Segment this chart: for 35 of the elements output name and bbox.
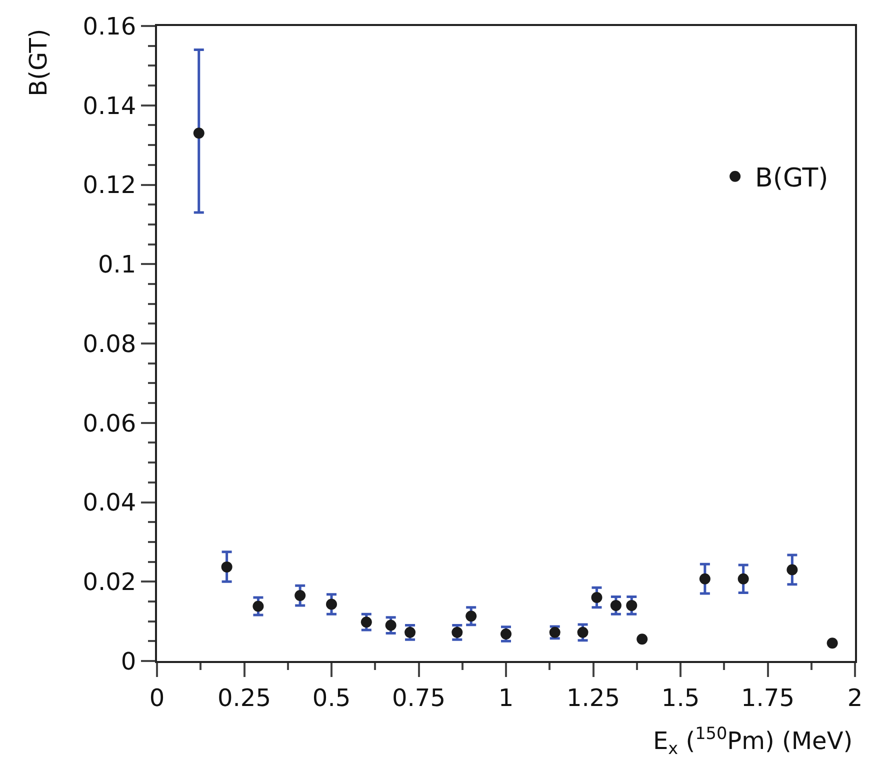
point — [252, 600, 264, 612]
y-tick-label: 0.02 — [82, 568, 136, 596]
x-tick-label: 1 — [498, 684, 514, 712]
y-axis-title: B(GT) — [24, 28, 52, 96]
x-tick-label: 1.75 — [741, 684, 794, 712]
point — [636, 634, 648, 645]
x-tick-label: 1.5 — [661, 684, 700, 712]
x-tick-label: 0.25 — [218, 684, 271, 712]
point — [786, 564, 798, 576]
y-tick-label: 0.12 — [82, 171, 136, 200]
point — [221, 561, 232, 572]
y-tick-label: 0.08 — [82, 330, 136, 358]
legend-label: B(GT) — [755, 164, 828, 194]
point — [326, 598, 337, 610]
point — [626, 600, 638, 611]
point — [738, 573, 749, 584]
point — [610, 600, 622, 611]
x-tick-label: 0 — [149, 684, 165, 712]
point — [826, 638, 838, 649]
point — [591, 592, 602, 603]
point — [294, 590, 306, 602]
y-tick-label: 0.16 — [82, 12, 136, 40]
y-tick-label: 0.04 — [82, 488, 136, 517]
x-axis-title: E$_{x}$ ($^{150}$Pm) (MeV) — [653, 723, 853, 758]
x-tick-label: 1.25 — [566, 684, 620, 712]
x-tick-label: 0.5 — [312, 684, 351, 712]
y-tick-label: 0.06 — [82, 409, 136, 438]
x-tick-label: 2 — [847, 684, 863, 712]
y-tick-label: 0 — [120, 647, 136, 676]
point — [466, 610, 477, 622]
x-tick-label: 0.75 — [392, 684, 446, 712]
y-tick-label: 0.1 — [98, 250, 136, 279]
point — [193, 128, 204, 139]
point — [699, 573, 710, 584]
y-tick-label: 0.14 — [82, 92, 136, 120]
